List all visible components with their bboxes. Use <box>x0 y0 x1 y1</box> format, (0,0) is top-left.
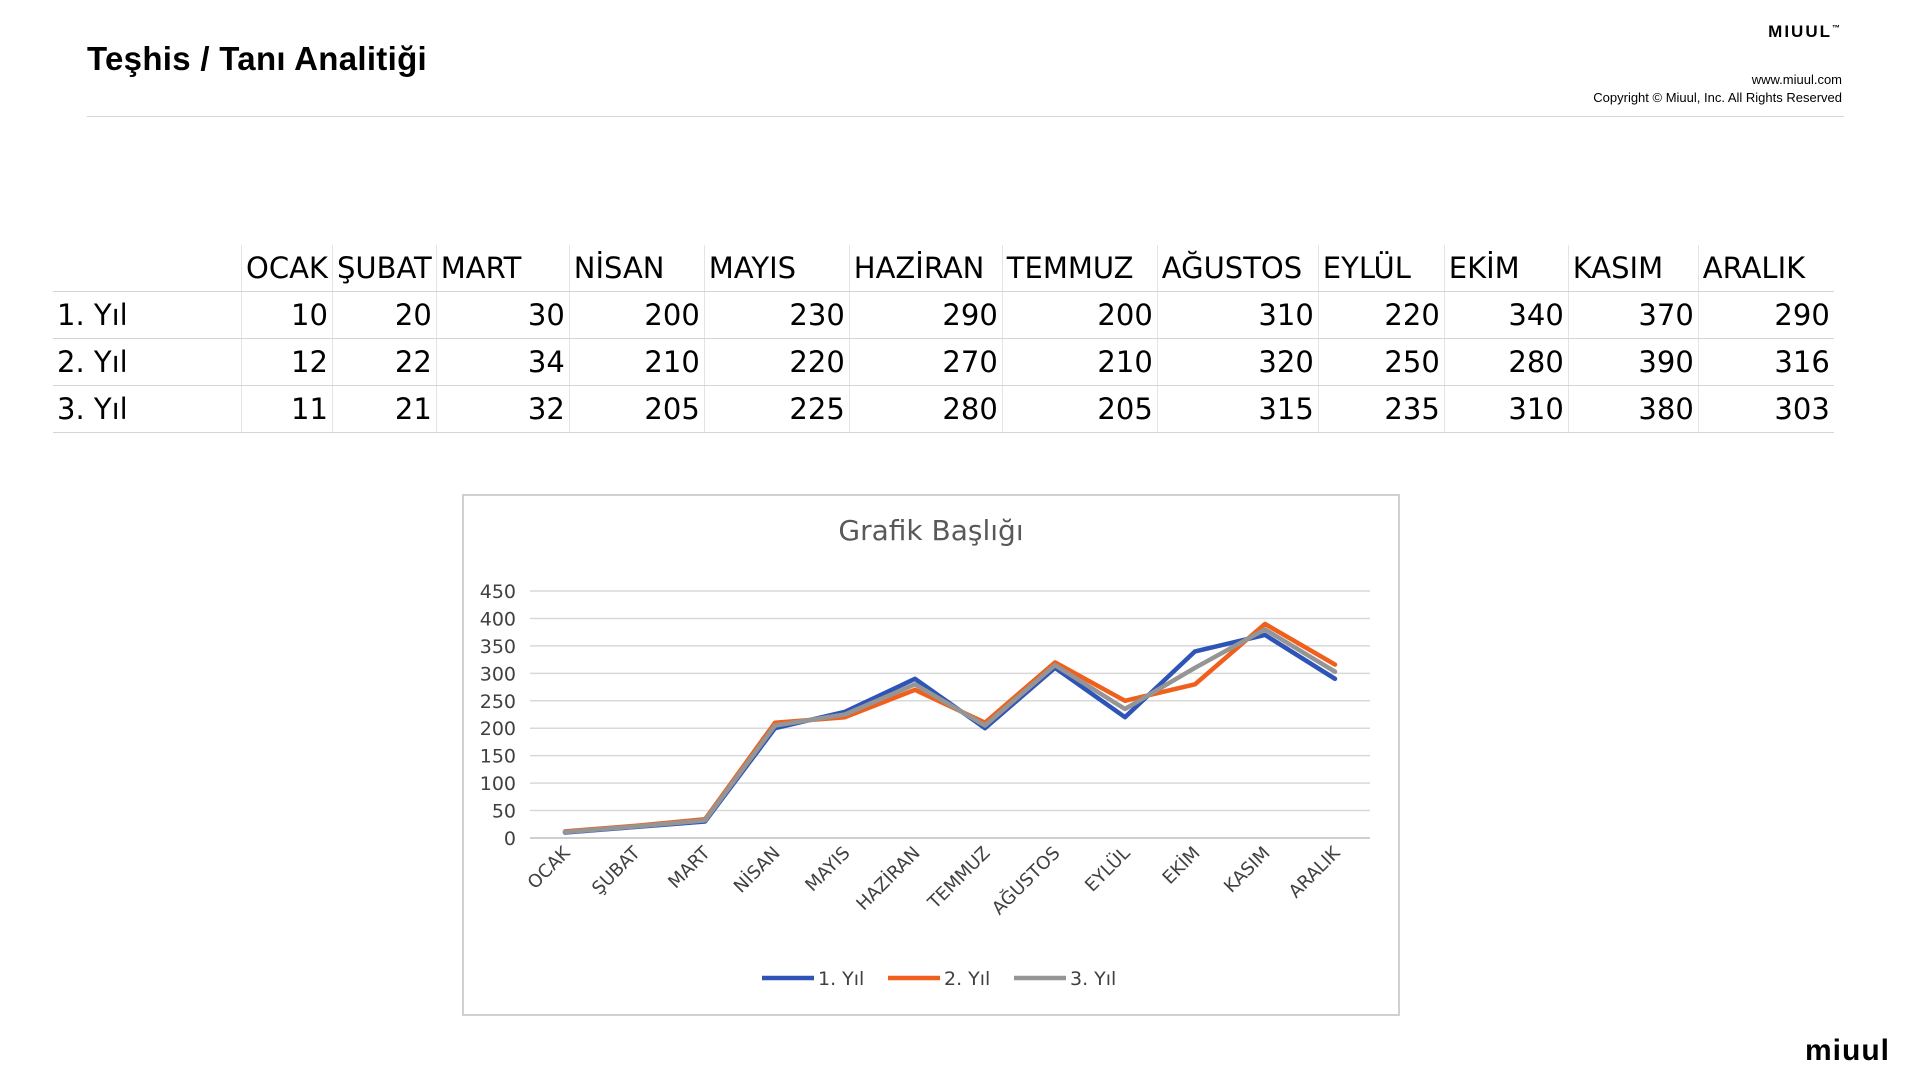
y-tick-label: 300 <box>480 663 516 685</box>
table-cell: 270 <box>848 338 1003 386</box>
y-tick-label: 350 <box>480 636 516 658</box>
y-axis-ticks: 0 50 100 150 200 250 300 350 400 450 <box>480 581 516 850</box>
month-header: NİSAN <box>568 245 705 292</box>
month-header: OCAK <box>241 245 333 292</box>
table-cell: 316 <box>1697 338 1834 386</box>
month-header: HAZİRAN <box>848 245 1003 292</box>
y-tick-label: 200 <box>480 718 516 740</box>
table-cell: 230 <box>703 291 850 339</box>
y-tick-label: 250 <box>480 691 516 713</box>
legend-label: 2. Yıl <box>944 968 990 990</box>
row-label: 2. Yıl <box>53 338 242 386</box>
y-tick-label: 450 <box>480 581 516 603</box>
x-tick-label: AĞUSTOS <box>987 842 1064 919</box>
x-tick-label: KASIM <box>1220 843 1275 898</box>
month-header: KASIM <box>1567 245 1699 292</box>
y-tick-label: 50 <box>492 801 516 823</box>
table-cell: 310 <box>1156 291 1319 339</box>
y-tick-label: 400 <box>480 608 516 630</box>
month-header: ARALIK <box>1697 245 1834 292</box>
table-cell: 290 <box>1697 291 1834 339</box>
table-cell: 250 <box>1317 338 1445 386</box>
x-tick-label: NİSAN <box>730 843 785 898</box>
trademark-symbol: ™ <box>1832 23 1840 33</box>
month-header: AĞUSTOS <box>1156 245 1319 292</box>
x-tick-label: EKİM <box>1159 843 1205 889</box>
table-cell: 20 <box>331 291 437 339</box>
table-row: 3. Yıl 11 21 32 205 225 280 205 315 235 … <box>53 385 1834 433</box>
page-title: Teşhis / Tanı Analitiği <box>87 40 427 77</box>
table-cell: 225 <box>703 385 850 433</box>
x-tick-label: OCAK <box>524 842 576 894</box>
table-cell: 220 <box>1317 291 1445 339</box>
chart-canvas: Grafik Başlığı 0 50 100 150 200 250 300 350 400 4… <box>480 514 1370 990</box>
table-cell: 310 <box>1443 385 1569 433</box>
legend-label: 1. Yıl <box>818 968 864 990</box>
series-line <box>562 627 1338 835</box>
month-header: EYLÜL <box>1317 245 1445 292</box>
table-cell: 21 <box>331 385 437 433</box>
table-row: 2. Yıl 12 22 34 210 220 270 210 320 250 … <box>53 338 1834 386</box>
y-tick-label: 100 <box>480 773 516 795</box>
table-cell: 320 <box>1156 338 1319 386</box>
x-tick-label: MART <box>664 842 715 893</box>
gridlines <box>530 590 1370 839</box>
site-url[interactable]: www.miuul.com <box>1751 72 1842 87</box>
brand-name: MIUUL <box>1768 22 1832 41</box>
table-row: 1. Yıl 10 20 30 200 230 290 200 310 220 … <box>53 291 1834 339</box>
y-tick-label: 0 <box>504 828 516 850</box>
table-cell: 205 <box>568 385 705 433</box>
table-cell: 390 <box>1567 338 1699 386</box>
x-tick-label: ŞUBAT <box>588 842 645 899</box>
month-header: TEMMUZ <box>1001 245 1158 292</box>
line-chart: Grafik Başlığı 0 50 100 150 200 250 300 350 400 4… <box>462 494 1400 1016</box>
x-tick-label: MAYIS <box>801 843 854 896</box>
miuul-logo: miuul <box>1805 1034 1890 1067</box>
copyright-notice: Copyright © Miuul, Inc. All Rights Reser… <box>1593 90 1842 105</box>
table-cell: 280 <box>848 385 1003 433</box>
table-cell: 210 <box>1001 338 1158 386</box>
table-cell: 10 <box>241 291 333 339</box>
table-cell: 280 <box>1443 338 1569 386</box>
row-label: 3. Yıl <box>53 385 242 433</box>
y-tick-label: 150 <box>480 746 516 768</box>
month-header: EKİM <box>1443 245 1569 292</box>
monthly-data-table: OCAK ŞUBAT MART NİSAN MAYIS HAZİRAN TEMM… <box>53 245 1834 433</box>
x-tick-label: ARALIK <box>1285 842 1346 903</box>
table-header-row: OCAK ŞUBAT MART NİSAN MAYIS HAZİRAN TEMM… <box>53 245 1834 292</box>
table-cell: 303 <box>1697 385 1834 433</box>
month-header: ŞUBAT <box>331 245 437 292</box>
table-cell: 290 <box>848 291 1003 339</box>
table-cell: 370 <box>1567 291 1699 339</box>
table-cell: 220 <box>703 338 850 386</box>
table-cell: 205 <box>1001 385 1158 433</box>
row-label: 1. Yıl <box>53 291 242 339</box>
chart-title: Grafik Başlığı <box>838 514 1023 547</box>
table-cell: 22 <box>331 338 437 386</box>
header-divider <box>87 116 1844 117</box>
x-tick-label: EYLÜL <box>1080 842 1134 896</box>
chart-legend: 1. Yıl 2. Yıl 3. Yıl <box>762 968 1116 990</box>
month-header: MAYIS <box>703 245 850 292</box>
x-tick-label: TEMMUZ <box>923 843 994 914</box>
table-cell: 30 <box>435 291 570 339</box>
x-tick-label: HAZİRAN <box>852 843 924 915</box>
legend-label: 3. Yıl <box>1070 968 1116 990</box>
table-cell: 315 <box>1156 385 1319 433</box>
table-cell: 200 <box>568 291 705 339</box>
table-cell: 380 <box>1567 385 1699 433</box>
table-cell: 34 <box>435 338 570 386</box>
table-cell: 32 <box>435 385 570 433</box>
table-corner-cell <box>53 245 242 292</box>
month-header: MART <box>435 245 570 292</box>
brand-mark: MIUUL™ <box>1768 22 1840 42</box>
table-cell: 12 <box>241 338 333 386</box>
table-cell: 11 <box>241 385 333 433</box>
table-cell: 200 <box>1001 291 1158 339</box>
table-cell: 235 <box>1317 385 1445 433</box>
table-cell: 210 <box>568 338 705 386</box>
table-cell: 340 <box>1443 291 1569 339</box>
series-lines <box>562 621 1338 835</box>
